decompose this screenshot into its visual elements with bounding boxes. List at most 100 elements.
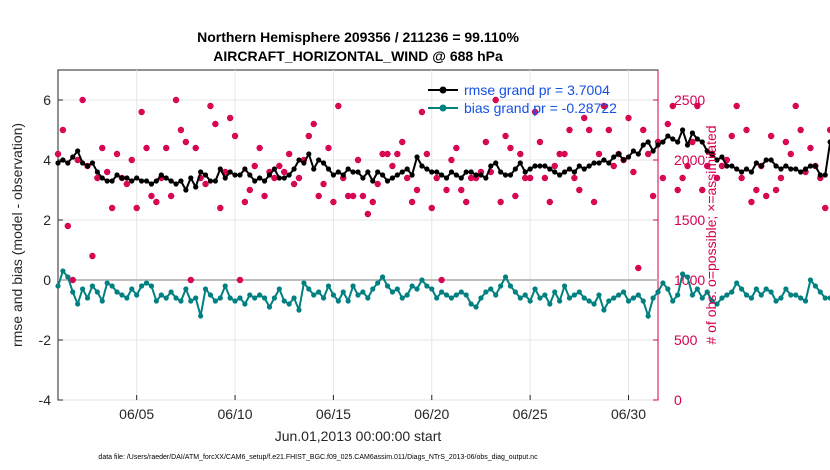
obs-assimilated-point xyxy=(433,175,440,181)
obs-assimilated-point xyxy=(281,169,288,175)
bias-point xyxy=(606,298,612,304)
bias-point xyxy=(557,298,563,304)
y-tick-label: 4 xyxy=(43,152,51,168)
bias-point xyxy=(296,307,302,313)
obs-assimilated-point xyxy=(822,205,829,211)
rmse-point xyxy=(119,175,125,181)
rmse-point xyxy=(443,175,450,181)
bias-point xyxy=(719,295,725,301)
obs-assimilated-point xyxy=(551,163,558,169)
bias-point xyxy=(527,298,533,304)
bias-point xyxy=(724,292,730,298)
rmse-point xyxy=(458,175,464,181)
obs-assimilated-point xyxy=(192,145,199,151)
bias-point xyxy=(301,280,307,286)
x-axis-label: Jun.01,2013 00:00:00 start xyxy=(275,428,442,444)
rmse-point xyxy=(232,172,238,178)
obs-assimilated-point xyxy=(492,97,499,103)
obs-assimilated-point xyxy=(507,145,514,151)
rmse-point xyxy=(217,166,223,172)
rmse-point xyxy=(148,181,155,187)
legend-rmse-marker xyxy=(439,86,447,94)
obs-assimilated-point xyxy=(123,181,130,187)
bias-point xyxy=(320,295,327,301)
rmse-point xyxy=(89,160,96,166)
obs-assimilated-point xyxy=(266,169,273,175)
bias-point xyxy=(488,286,494,292)
bias-point xyxy=(699,295,705,301)
bias-point xyxy=(316,289,322,295)
obs-assimilated-point xyxy=(394,151,401,157)
bias-point xyxy=(581,295,587,301)
rmse-point xyxy=(350,169,356,175)
bias-point xyxy=(483,289,489,295)
bias-point xyxy=(522,292,528,298)
bias-point xyxy=(827,295,830,301)
bias-point xyxy=(748,295,755,301)
bias-point xyxy=(758,292,764,298)
bias-point xyxy=(709,298,715,304)
rmse-point xyxy=(345,166,351,172)
obs-assimilated-point xyxy=(458,187,465,193)
obs-assimilated-point xyxy=(423,151,430,157)
bias-point xyxy=(183,286,189,292)
rmse-point xyxy=(399,169,405,175)
bias-point xyxy=(645,313,651,319)
obs-assimilated-point xyxy=(286,151,293,157)
bias-point xyxy=(70,289,76,295)
obs-assimilated-point xyxy=(748,199,755,205)
rmse-point xyxy=(601,157,607,163)
rmse-point xyxy=(719,154,725,160)
rmse-point xyxy=(655,142,661,148)
bias-point xyxy=(75,301,81,307)
bias-point xyxy=(640,298,646,304)
bias-point xyxy=(55,283,61,289)
bias-line xyxy=(57,268,830,320)
rmse-point xyxy=(198,169,204,175)
y-right-axis-label: # of obs: o=possible; ×=assimilated xyxy=(703,125,719,344)
obs-assimilated-point xyxy=(399,139,406,145)
chart-title-line2: AIRCRAFT_HORIZONTAL_WIND @ 688 hPa xyxy=(213,48,503,64)
bias-point xyxy=(453,292,459,298)
obs-assimilated-point xyxy=(99,145,106,151)
bias-point xyxy=(596,292,602,298)
legend-rmse-label: rmse grand pr = 3.7004 xyxy=(464,82,610,98)
obs-assimilated-point xyxy=(276,163,283,169)
rmse-point xyxy=(812,163,818,169)
obs-assimilated-point xyxy=(133,205,140,211)
bias-point xyxy=(178,298,184,304)
rmse-point xyxy=(252,178,258,184)
obs-assimilated-point xyxy=(69,277,76,283)
bias-point xyxy=(498,283,504,289)
bias-point xyxy=(119,292,125,298)
obs-assimilated-point xyxy=(443,187,450,193)
rmse-point xyxy=(463,169,469,175)
bias-point xyxy=(104,280,110,286)
rmse-point xyxy=(768,157,774,163)
rmse-point xyxy=(802,166,809,172)
x-tick-label: 06/15 xyxy=(316,406,351,422)
obs-assimilated-point xyxy=(689,139,696,145)
legend: rmse grand pr = 3.7004 bias grand pr = -… xyxy=(428,82,617,116)
bias-point xyxy=(252,295,258,301)
bias-point xyxy=(158,292,164,298)
bias-point xyxy=(311,292,317,298)
bias-point xyxy=(665,286,671,292)
rmse-point xyxy=(468,169,474,175)
rmse-point xyxy=(330,172,337,178)
bias-point xyxy=(630,295,637,301)
rmse-point xyxy=(409,172,415,178)
bias-point xyxy=(675,292,681,298)
obs-assimilated-point xyxy=(94,175,101,181)
rmse-point xyxy=(360,175,366,181)
bias-point xyxy=(212,298,218,304)
obs-assimilated-point xyxy=(217,205,224,211)
rmse-point xyxy=(271,166,277,172)
rmse-point xyxy=(389,175,396,181)
rmse-point xyxy=(684,142,691,148)
bias-point xyxy=(493,292,499,298)
obs-assimilated-point xyxy=(74,157,81,163)
bias-point xyxy=(257,292,263,298)
rmse-point xyxy=(517,160,523,166)
bias-point xyxy=(517,295,523,301)
